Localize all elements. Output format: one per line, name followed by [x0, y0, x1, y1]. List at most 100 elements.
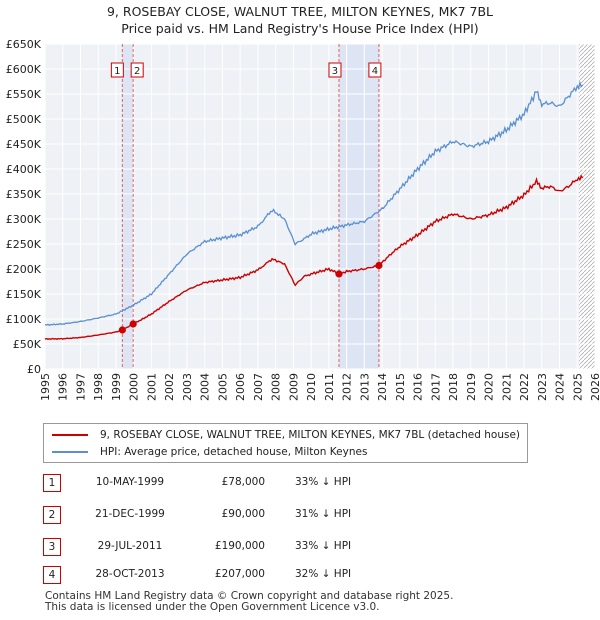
footer-notice: Contains HM Land Registry data © Crown c…	[45, 591, 453, 613]
x-tick-label: 1997	[74, 373, 87, 401]
sale-date: 28-OCT-2013	[95, 568, 165, 580]
sale-span-shade	[338, 44, 379, 369]
x-tick-label: 2005	[216, 373, 229, 401]
sale-date: 10-MAY-1999	[95, 476, 165, 488]
x-tick-label: 2014	[376, 373, 389, 401]
sale-marker-box-frame	[328, 62, 342, 78]
sale-date: 29-JUL-2011	[97, 540, 163, 552]
y-tick-label: £250K	[6, 238, 42, 251]
x-tick-label: 2009	[287, 373, 300, 401]
x-tick-label: 2007	[252, 373, 265, 401]
x-tick-label: 2015	[394, 373, 407, 401]
sale-marker-box-frame	[368, 62, 382, 78]
footer-line-2: This data is licensed under the Open Gov…	[45, 601, 380, 613]
x-tick-label: 2003	[181, 373, 194, 401]
x-tick-label: 2016	[412, 373, 425, 401]
y-tick-label: £300K	[6, 213, 42, 226]
x-tick-label: 2020	[483, 373, 496, 401]
y-tick-label: £550K	[6, 88, 42, 101]
sale-marker-box: 4	[368, 62, 382, 78]
sale-hpi-diff: 33% ↓ HPI	[295, 476, 352, 488]
sale-number-badge: 2	[43, 506, 61, 524]
x-tick-label: 2023	[536, 373, 549, 401]
x-tick-label: 2004	[199, 373, 212, 401]
y-tick-label: £450K	[6, 138, 42, 151]
sale-marker-box: 2	[130, 62, 144, 78]
sale-hpi-diff: 32% ↓ HPI	[295, 568, 352, 580]
sale-span-shade	[122, 44, 134, 369]
sale-marker-label: 2	[134, 66, 140, 77]
legend: 9, ROSEBAY CLOSE, WALNUT TREE, MILTON KE…	[43, 423, 528, 463]
sale-marker-box: 3	[328, 62, 342, 78]
x-tick-label: 2018	[447, 373, 460, 401]
y-tick-label: £600K	[6, 63, 42, 76]
sale-marker-box: 1	[110, 62, 124, 78]
x-tick-label: 1999	[110, 373, 123, 401]
sale-number-badge: 1	[43, 474, 61, 492]
y-tick-label: £350K	[6, 188, 42, 201]
sale-marker-box-frame	[110, 62, 124, 78]
y-tick-label: £500K	[6, 113, 42, 126]
x-tick-label: 2019	[465, 373, 478, 401]
sale-row: 4 28-OCT-2013 £207,000 32% ↓ HPI	[43, 566, 463, 586]
x-tick-label: 2025	[571, 373, 584, 401]
x-tick-label: 2010	[305, 373, 318, 401]
x-tick-label: 2013	[358, 373, 371, 401]
x-tick-label: 2001	[145, 373, 158, 401]
x-tick-label: 2021	[500, 373, 513, 401]
sale-marker-box-frame	[130, 62, 144, 78]
x-tick-label: 2000	[128, 373, 141, 401]
y-tick-label: £50K	[13, 338, 42, 351]
sale-point	[335, 270, 343, 278]
y-tick-label: £400K	[6, 163, 42, 176]
sale-row: 2 21-DEC-1999 £90,000 31% ↓ HPI	[43, 506, 463, 526]
legend-swatch-hpi	[52, 451, 88, 453]
sale-marker-label: 3	[332, 66, 338, 77]
x-tick-label: 2022	[518, 373, 531, 401]
price-chart: 1 2 3 4 £0 £50K £100K £150K £200K £250K £300K £350…	[6, 38, 600, 401]
sale-marker-label: 1	[114, 66, 120, 77]
sale-date: 21-DEC-1999	[95, 508, 165, 520]
forecast-hatch	[579, 44, 595, 369]
legend-swatch-property	[52, 434, 88, 436]
sale-price: £190,000	[214, 540, 265, 552]
sale-point	[118, 326, 126, 334]
sale-hpi-diff: 31% ↓ HPI	[295, 508, 352, 520]
sale-number-badge: 4	[43, 566, 61, 584]
x-tick-label: 2024	[554, 373, 567, 401]
sale-price: £90,000	[221, 508, 265, 520]
y-tick-label: £100K	[6, 313, 42, 326]
title-line-2: Price paid vs. HM Land Registry's House …	[121, 21, 479, 36]
sale-price: £207,000	[214, 568, 265, 580]
x-tick-label: 1998	[92, 373, 105, 401]
title-line-1: 9, ROSEBAY CLOSE, WALNUT TREE, MILTON KE…	[106, 4, 494, 19]
sale-marker-label: 4	[372, 66, 378, 77]
sale-number-badge: 3	[43, 538, 61, 556]
sale-price: £78,000	[221, 476, 265, 488]
chart-title: 9, ROSEBAY CLOSE, WALNUT TREE, MILTON KE…	[0, 3, 600, 37]
legend-item-property: 9, ROSEBAY CLOSE, WALNUT TREE, MILTON KE…	[52, 427, 520, 443]
sale-point	[129, 320, 137, 328]
x-tick-label: 2026	[589, 373, 600, 401]
x-tick-label: 2017	[429, 373, 442, 401]
x-tick-label: 2011	[323, 373, 336, 401]
y-tick-label: £150K	[6, 288, 42, 301]
y-tick-label: £200K	[6, 263, 42, 276]
legend-label-hpi: HPI: Average price, detached house, Milt…	[100, 446, 368, 458]
legend-label-property: 9, ROSEBAY CLOSE, WALNUT TREE, MILTON KE…	[100, 429, 521, 441]
x-tick-label: 1996	[57, 373, 70, 401]
x-tick-label: 2012	[341, 373, 354, 401]
y-tick-label: £0	[27, 363, 41, 376]
footer-line-1: Contains HM Land Registry data © Crown c…	[45, 590, 454, 602]
x-tick-label: 1995	[39, 373, 52, 401]
sale-hpi-diff: 33% ↓ HPI	[295, 540, 352, 552]
x-tick-label: 2006	[234, 373, 247, 401]
hpi-line	[44, 80, 584, 327]
legend-item-hpi: HPI: Average price, detached house, Milt…	[52, 444, 367, 460]
x-tick-label: 2008	[270, 373, 283, 401]
y-tick-label: £650K	[6, 38, 42, 51]
sale-point	[375, 261, 383, 270]
x-tick-label: 2002	[163, 373, 176, 401]
sale-row: 1 10-MAY-1999 £78,000 33% ↓ HPI	[43, 474, 463, 494]
sale-row: 3 29-JUL-2011 £190,000 33% ↓ HPI	[43, 538, 463, 558]
